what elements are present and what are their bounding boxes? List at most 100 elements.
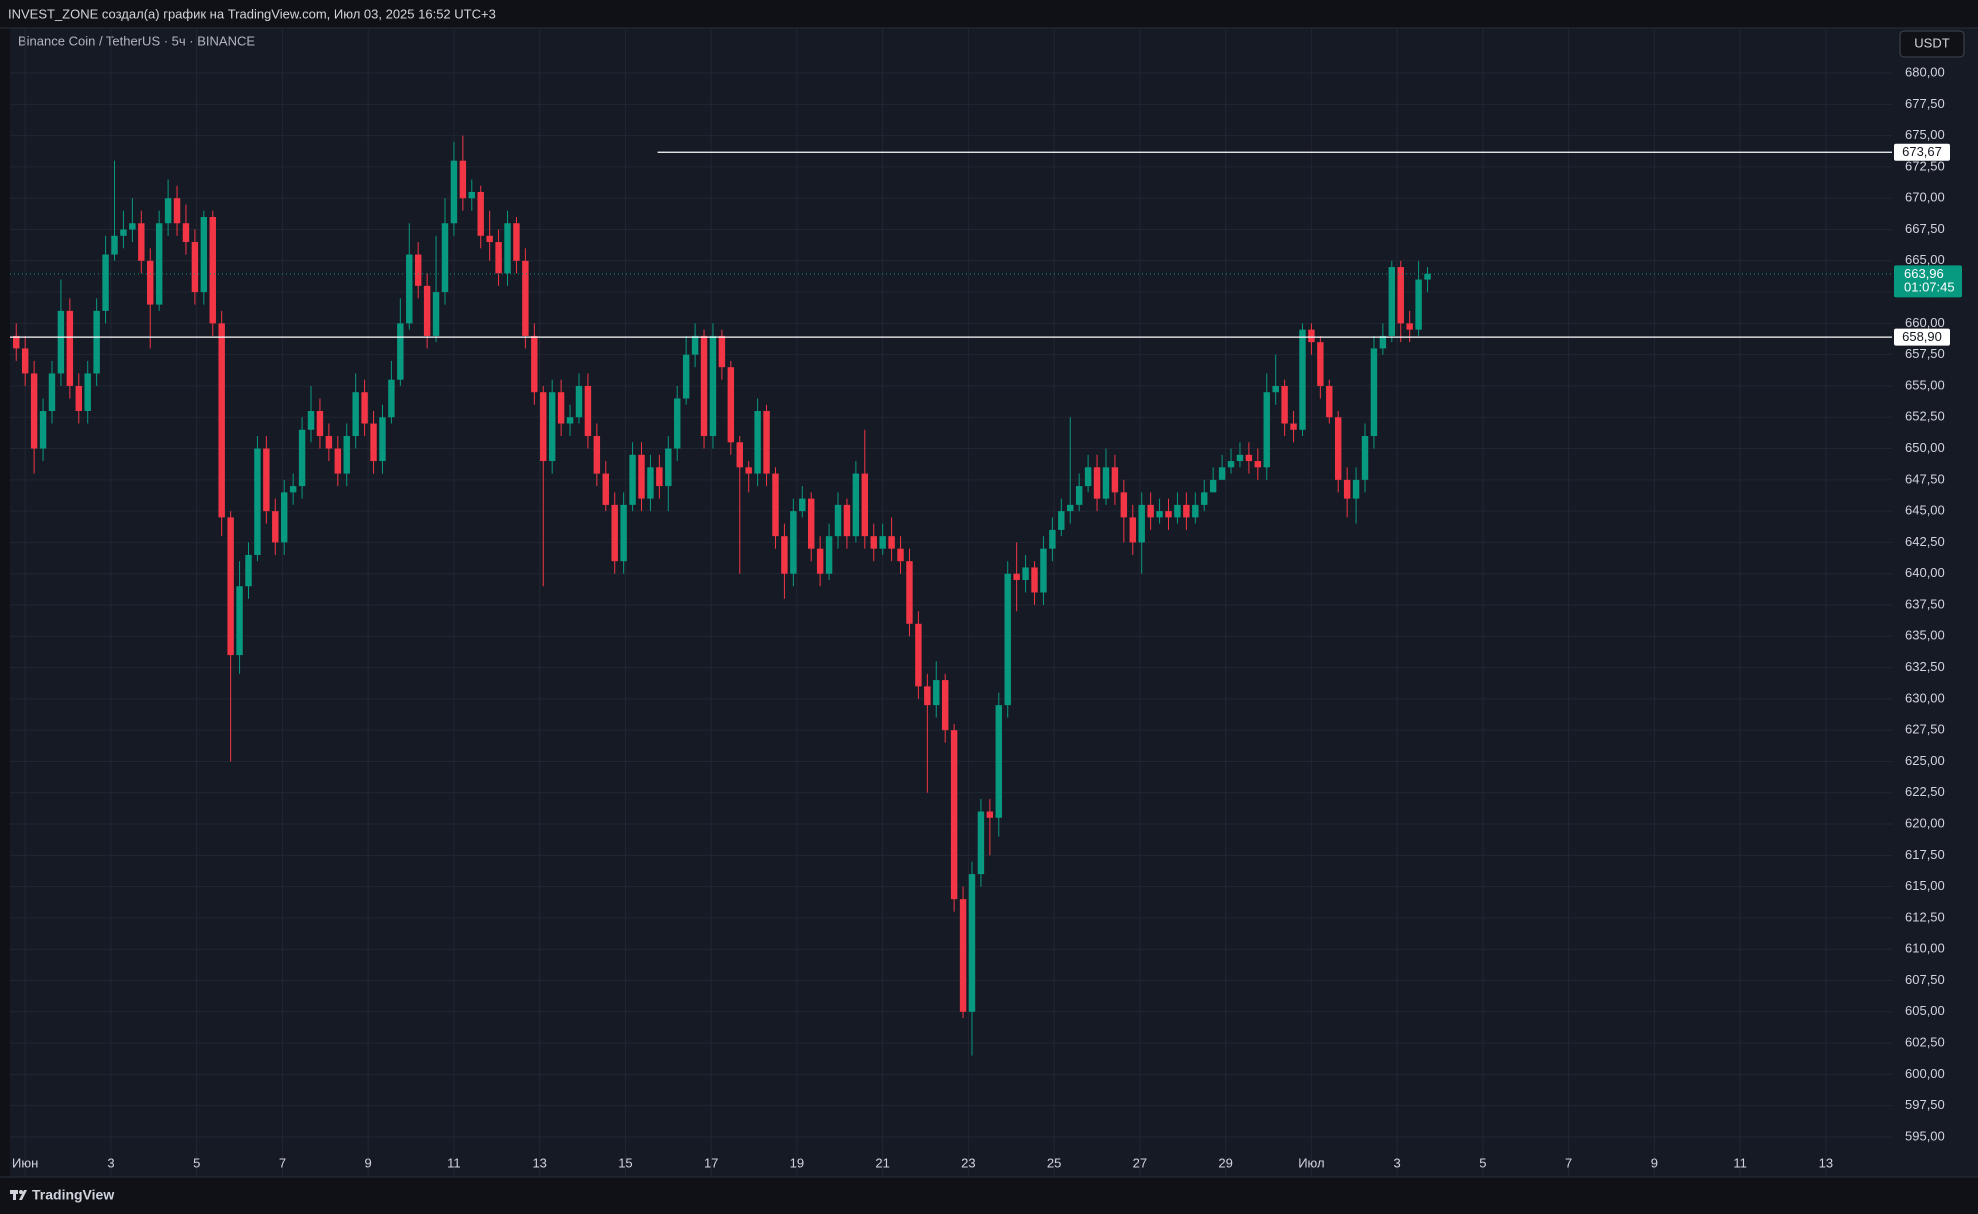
candle-body xyxy=(102,254,109,311)
x-tick-label: 11 xyxy=(1733,1155,1747,1170)
level-badge xyxy=(1894,328,1950,346)
x-tick-label: 21 xyxy=(875,1155,889,1170)
candle-body xyxy=(540,392,547,462)
x-tick-label: 15 xyxy=(618,1155,632,1170)
candle-body xyxy=(879,536,886,549)
brand-logo xyxy=(10,1190,27,1200)
candle-body xyxy=(1093,467,1101,499)
candle-body xyxy=(531,335,538,393)
candle-body xyxy=(1201,492,1208,505)
candle-body xyxy=(486,235,493,243)
candle-body xyxy=(1406,323,1413,330)
level-badge xyxy=(1894,143,1950,161)
candle-body xyxy=(138,223,145,261)
candle-body xyxy=(1174,504,1181,518)
x-tick-label: 7 xyxy=(279,1155,286,1170)
candle-body xyxy=(1156,511,1163,518)
candle-body xyxy=(1218,467,1226,480)
y-tick-label: 672,50 xyxy=(1905,158,1945,173)
candle-body xyxy=(1138,504,1145,543)
y-tick-label: 630,00 xyxy=(1905,690,1945,705)
candle-body xyxy=(807,498,815,549)
y-tick-label: 610,00 xyxy=(1905,941,1945,956)
brand-name: TradingView xyxy=(32,1187,114,1203)
x-tick-label: 25 xyxy=(1047,1155,1061,1170)
candle-body xyxy=(941,680,949,731)
candle-body xyxy=(1379,335,1387,349)
candle-body xyxy=(361,392,368,424)
candle-body xyxy=(129,223,136,230)
y-tick-label: 615,00 xyxy=(1905,878,1945,893)
x-tick-label: 5 xyxy=(193,1155,200,1170)
candle-body xyxy=(825,536,833,574)
candle-body xyxy=(1209,479,1217,493)
plot-area xyxy=(10,28,1892,1177)
candle-body xyxy=(1111,467,1119,493)
candle-body xyxy=(406,254,413,324)
header-caption: INVEST_ZONE создал(а) график на TradingV… xyxy=(8,6,496,21)
candle-body xyxy=(799,498,806,512)
candle-body xyxy=(504,223,511,274)
candle-body xyxy=(602,473,609,505)
candle-body xyxy=(727,367,735,443)
candle-body xyxy=(754,411,761,474)
currency-button[interactable] xyxy=(1899,30,1965,58)
candle-body xyxy=(700,335,708,437)
candle-body xyxy=(423,285,431,336)
x-tick-label: 13 xyxy=(1819,1155,1833,1170)
y-tick-label: 655,00 xyxy=(1905,377,1945,392)
candle-body xyxy=(968,874,976,1012)
candle-body xyxy=(370,423,377,462)
candle-body xyxy=(441,223,449,293)
y-tick-label: 600,00 xyxy=(1905,1066,1945,1081)
candle-body xyxy=(200,216,208,293)
candle-body xyxy=(1334,417,1342,480)
x-tick-label: 9 xyxy=(365,1155,372,1170)
y-tick-label: 670,00 xyxy=(1905,190,1945,205)
x-tick-label: 9 xyxy=(1651,1155,1658,1170)
candle-body xyxy=(1388,267,1396,336)
x-tick-label: 17 xyxy=(704,1155,718,1170)
candle-body xyxy=(450,160,458,224)
candle-body xyxy=(709,335,717,437)
candle-body xyxy=(1317,342,1324,386)
currency-label[interactable]: USDT xyxy=(1914,35,1949,50)
candle-body xyxy=(522,260,529,336)
y-tick-label: 680,00 xyxy=(1905,64,1945,79)
candle-body xyxy=(1245,454,1253,462)
candle-body xyxy=(986,811,994,818)
candle-body xyxy=(13,335,20,349)
candle-body xyxy=(1040,548,1047,593)
y-tick-label: 637,50 xyxy=(1905,596,1945,611)
y-tick-label: 602,50 xyxy=(1905,1035,1945,1050)
y-tick-label: 627,50 xyxy=(1905,722,1945,737)
candle-body xyxy=(959,899,967,1012)
candle-body xyxy=(1397,267,1404,324)
x-tick-label: 5 xyxy=(1479,1155,1486,1170)
candle-body xyxy=(1290,423,1297,430)
candle-body xyxy=(155,223,163,305)
candle-body xyxy=(682,354,690,399)
candle-body xyxy=(888,536,895,549)
candle-body xyxy=(906,561,913,624)
candle-body xyxy=(218,323,225,518)
candle-body xyxy=(1183,504,1190,518)
candle-body xyxy=(1326,385,1333,418)
candle-body xyxy=(861,473,869,537)
x-tick-label: 7 xyxy=(1565,1155,1572,1170)
y-tick-label: 632,50 xyxy=(1905,659,1945,674)
candle-body xyxy=(1263,392,1270,468)
y-tick-label: 665,00 xyxy=(1905,252,1945,267)
y-tick-label: 677,50 xyxy=(1905,96,1945,111)
y-tick-label: 667,50 xyxy=(1905,221,1945,236)
candle-body xyxy=(736,442,743,468)
candle-body xyxy=(924,686,931,706)
candle-body xyxy=(66,310,74,386)
y-tick-label: 597,50 xyxy=(1905,1097,1945,1112)
candle-body xyxy=(307,411,315,430)
candle-body xyxy=(1299,329,1306,430)
y-tick-label: 625,00 xyxy=(1905,753,1945,768)
candle-body xyxy=(897,548,904,562)
